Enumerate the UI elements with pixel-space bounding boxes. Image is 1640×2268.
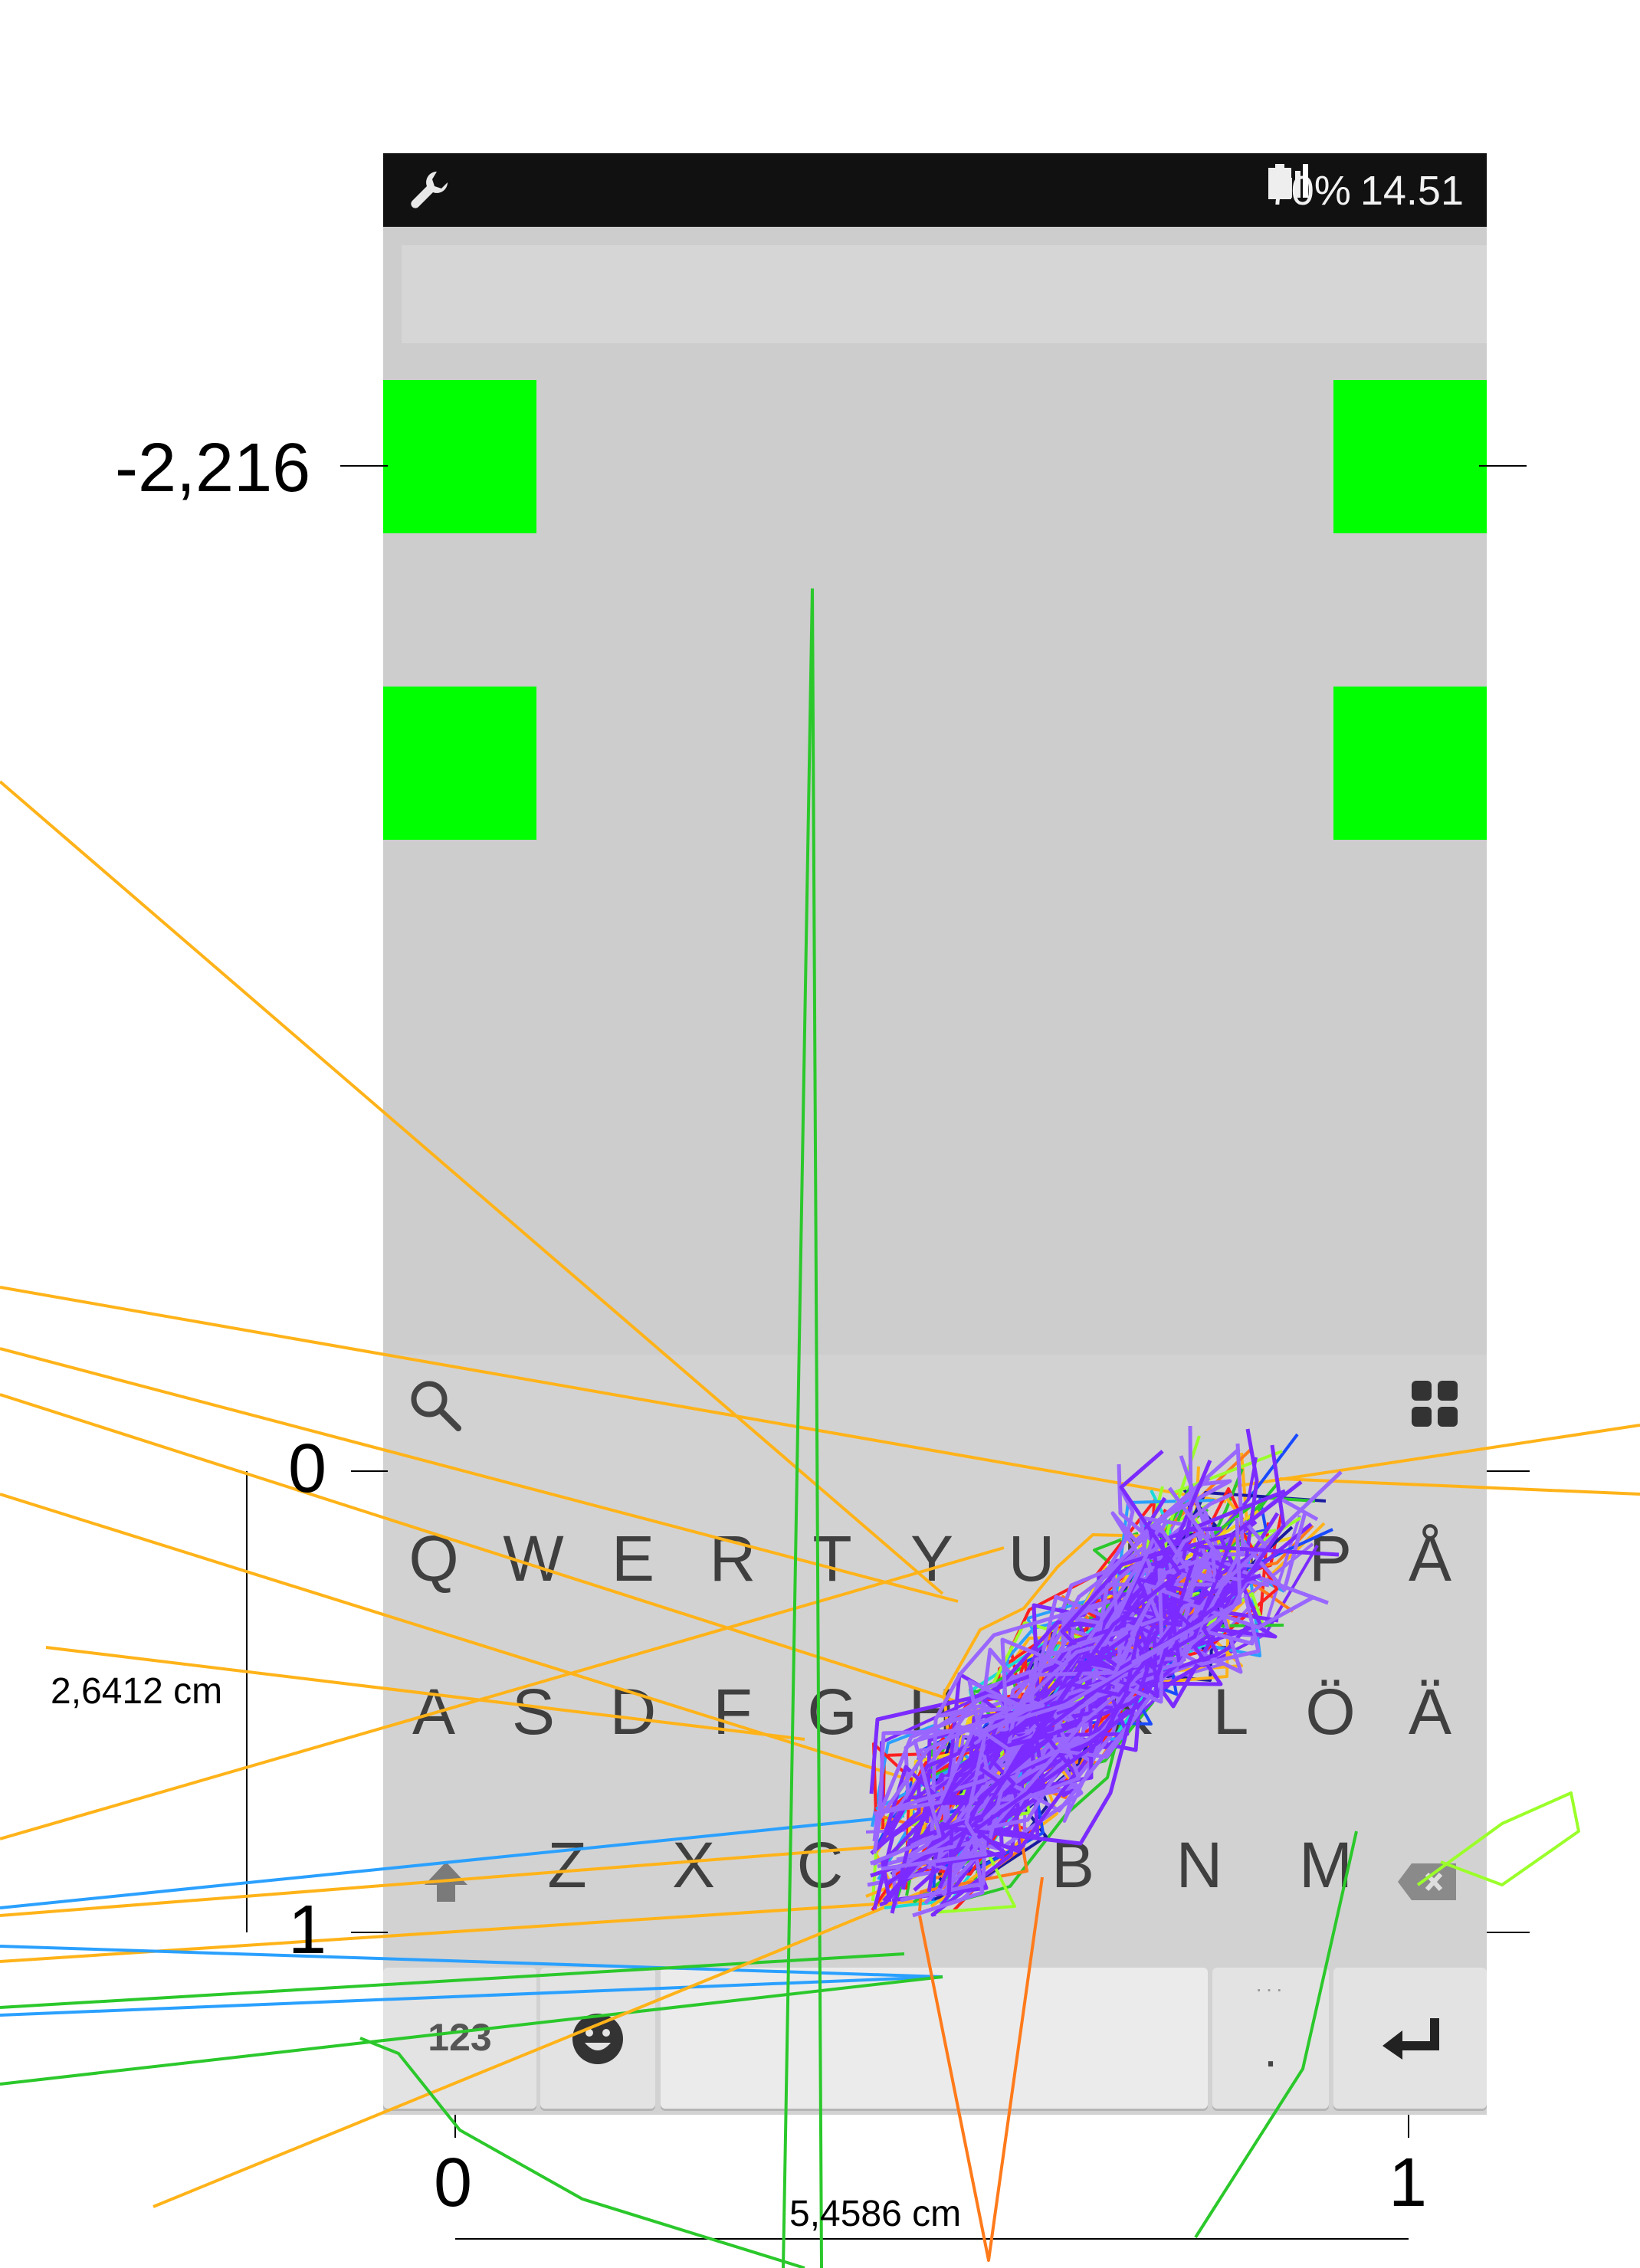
status-right: 70% 14.51 bbox=[1268, 164, 1464, 218]
stray-trace bbox=[0, 1393, 1028, 1726]
measurement-axes bbox=[246, 465, 1530, 2240]
key-n[interactable]: N bbox=[1176, 1829, 1223, 1901]
y-tick-0-label: 0 bbox=[288, 1431, 327, 1507]
key-ö[interactable]: Ö bbox=[1305, 1676, 1356, 1748]
stray-trace bbox=[0, 1493, 928, 1787]
stray-trace bbox=[1279, 1477, 1640, 1496]
height-measure-label: 2,6412 cm bbox=[51, 1671, 223, 1712]
touch-traces bbox=[0, 588, 1640, 2268]
grid-menu-icon[interactable] bbox=[1410, 1379, 1459, 1428]
period-key-hint: ··· bbox=[1255, 1977, 1286, 2001]
key-f[interactable]: F bbox=[713, 1676, 753, 1748]
gesture-trace bbox=[946, 1480, 1303, 1898]
stray-trace bbox=[0, 1899, 936, 1963]
stray-trace bbox=[811, 588, 823, 2268]
stray-trace bbox=[359, 2037, 805, 2268]
stray-trace bbox=[1416, 1791, 1580, 1886]
x-tick-0-label: 0 bbox=[434, 2145, 473, 2221]
gesture-trace bbox=[869, 1615, 1278, 1794]
search-icon[interactable] bbox=[406, 1376, 467, 1437]
target-square-mid-left[interactable] bbox=[383, 687, 536, 840]
enter-key[interactable] bbox=[1333, 1968, 1487, 2109]
gesture-trace bbox=[890, 1444, 1286, 1914]
y-marker-label: -2,216 bbox=[115, 430, 311, 506]
key-z[interactable]: Z bbox=[547, 1829, 587, 1901]
enter-icon bbox=[1383, 2018, 1439, 2060]
wrench-icon bbox=[411, 172, 448, 208]
target-square-top-left[interactable] bbox=[383, 380, 536, 533]
stray-trace bbox=[0, 1975, 943, 2017]
stray-trace bbox=[0, 1286, 1227, 1503]
y-tick-1-label: 1 bbox=[288, 1892, 327, 1968]
status-time: 14.51 bbox=[1360, 168, 1464, 214]
gesture-trace bbox=[923, 1512, 1307, 1905]
gesture-trace bbox=[872, 1486, 1219, 1854]
key-x[interactable]: X bbox=[671, 1829, 716, 1901]
x-tick-1-label: 1 bbox=[1389, 2145, 1428, 2221]
stray-trace bbox=[918, 1876, 1044, 2262]
key-u[interactable]: U bbox=[1008, 1522, 1055, 1594]
period-key-label: . bbox=[1264, 2022, 1278, 2077]
stray-trace bbox=[0, 1975, 943, 2086]
key-l[interactable]: L bbox=[1212, 1676, 1249, 1748]
stray-trace bbox=[0, 1845, 882, 1917]
text-input-field[interactable] bbox=[402, 245, 1487, 343]
stray-trace bbox=[1233, 1424, 1640, 1488]
key-r[interactable]: R bbox=[709, 1522, 756, 1594]
key-ä[interactable]: Ä bbox=[1408, 1676, 1452, 1748]
width-measure-label: 5,4586 cm bbox=[789, 2194, 962, 2234]
key-g[interactable]: G bbox=[807, 1676, 858, 1748]
target-square-mid-right[interactable] bbox=[1333, 687, 1487, 840]
gesture-trace bbox=[881, 1517, 1242, 1871]
stray-trace bbox=[1194, 1830, 1358, 2239]
stray-trace bbox=[0, 1347, 959, 1603]
stray-trace bbox=[0, 1546, 1005, 1840]
stray-trace bbox=[0, 780, 944, 1595]
stray-trace bbox=[153, 1876, 959, 2208]
target-square-top-right[interactable] bbox=[1333, 380, 1487, 533]
stray-trace bbox=[0, 1952, 905, 2009]
status-bar: 70% 14.51 bbox=[383, 153, 1487, 227]
key-p[interactable]: P bbox=[1308, 1522, 1353, 1594]
key-e[interactable]: E bbox=[611, 1522, 655, 1594]
stray-trace bbox=[782, 588, 814, 2268]
gesture-trace bbox=[935, 1544, 1340, 1867]
battery-icon bbox=[1268, 164, 1291, 199]
gesture-trace bbox=[937, 1450, 1182, 1889]
stray-trace bbox=[0, 1945, 943, 1978]
stray-trace bbox=[45, 1646, 805, 1741]
stray-trace bbox=[0, 1814, 905, 1909]
key-å[interactable]: Å bbox=[1408, 1522, 1452, 1594]
gesture-trace bbox=[940, 1460, 1212, 1801]
numbers-key-label: 123 bbox=[428, 2016, 492, 2059]
emoji-icon bbox=[572, 2014, 623, 2064]
